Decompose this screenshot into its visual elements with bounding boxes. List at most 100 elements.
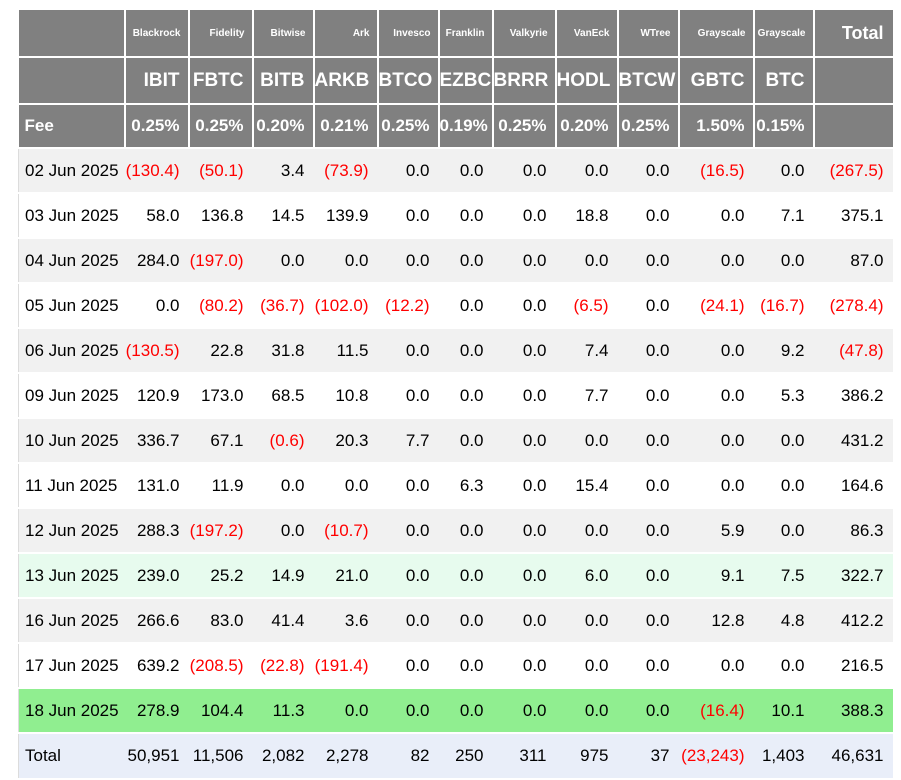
row-total-cell: 431.2 bbox=[813, 417, 893, 463]
date-cell: 03 Jun 2025 bbox=[18, 192, 125, 238]
value-cell-hodl: 0.0 bbox=[555, 237, 618, 283]
value-cell-btco: 0.0 bbox=[377, 462, 439, 508]
provider-header-row: Blackrock Fidelity Bitwise Ark Invesco Frankl… bbox=[18, 10, 893, 58]
value-cell-gbtc: 0.0 bbox=[678, 372, 754, 418]
row-total-cell: (267.5) bbox=[813, 147, 893, 193]
date-cell: 06 Jun 2025 bbox=[18, 327, 125, 373]
value-cell-bitb: (22.8) bbox=[252, 642, 314, 688]
value-cell-arkb: (191.4) bbox=[313, 642, 378, 688]
total-value-cell-fbtc: 11,506 bbox=[188, 732, 253, 778]
row-09-jun-2025: 09 Jun 2025 120.9 173.0 68.5 10.8 0.0 0.0 0.0 7.… bbox=[18, 372, 893, 418]
row-18-jun-2025: 18 Jun 2025 278.9 104.4 11.3 0.0 0.0 0.0 0.0 0.0… bbox=[18, 687, 893, 733]
date-cell: 12 Jun 2025 bbox=[18, 507, 125, 553]
value-cell-ibit: 0.0 bbox=[124, 282, 189, 328]
value-cell-arkb: (73.9) bbox=[313, 147, 378, 193]
value-cell-btc: 10.1 bbox=[753, 687, 814, 733]
date-cell: 18 Jun 2025 bbox=[18, 687, 125, 733]
value-cell-arkb: 3.6 bbox=[313, 597, 378, 643]
date-cell: 10 Jun 2025 bbox=[18, 417, 125, 463]
provider-cell-ibit: Blackrock bbox=[124, 10, 190, 58]
value-cell-brrr: 0.0 bbox=[492, 687, 556, 733]
value-cell-btcw: 0.0 bbox=[617, 282, 679, 328]
row-12-jun-2025: 12 Jun 2025 288.3 (197.2) 0.0 (10.7) 0.0 0.0 0.… bbox=[18, 507, 893, 553]
value-cell-hodl: 7.7 bbox=[555, 372, 618, 418]
row-total-cell: 388.3 bbox=[813, 687, 893, 733]
ticker-cell-hodl: HODL bbox=[555, 57, 619, 105]
value-cell-btcw: 0.0 bbox=[617, 327, 679, 373]
row-total-cell: 322.7 bbox=[813, 552, 893, 598]
ticker-cell-btc: BTC bbox=[753, 57, 815, 105]
row-16-jun-2025: 16 Jun 2025 266.6 83.0 41.4 3.6 0.0 0.0 0.0 0.0 0… bbox=[18, 597, 893, 643]
value-cell-gbtc: 12.8 bbox=[678, 597, 754, 643]
value-cell-btc: 0.0 bbox=[753, 642, 814, 688]
row-11-jun-2025: 11 Jun 2025 131.0 11.9 0.0 0.0 0.0 6.3 0.0 15.4 0… bbox=[18, 462, 893, 508]
value-cell-ibit: 120.9 bbox=[124, 372, 189, 418]
corner-cell bbox=[18, 57, 126, 105]
date-cell: 13 Jun 2025 bbox=[18, 552, 125, 598]
value-cell-arkb: 139.9 bbox=[313, 192, 378, 238]
value-cell-gbtc: 0.0 bbox=[678, 462, 754, 508]
value-cell-btco: 0.0 bbox=[377, 192, 439, 238]
value-cell-brrr: 0.0 bbox=[492, 597, 556, 643]
value-cell-hodl: (6.5) bbox=[555, 282, 618, 328]
value-cell-btc: 0.0 bbox=[753, 462, 814, 508]
value-cell-ibit: 284.0 bbox=[124, 237, 189, 283]
fee-cell-hodl: 0.20% bbox=[555, 104, 619, 149]
provider-cell-bitb: Bitwise bbox=[252, 10, 315, 58]
row-total-cell: 412.2 bbox=[813, 597, 893, 643]
value-cell-ezbc: 0.0 bbox=[438, 417, 493, 463]
date-cell: 02 Jun 2025 bbox=[18, 147, 125, 193]
value-cell-btco: 0.0 bbox=[377, 597, 439, 643]
value-cell-btco: 0.0 bbox=[377, 237, 439, 283]
row-03-jun-2025: 03 Jun 2025 58.0 136.8 14.5 139.9 0.0 0.0 0.0 18… bbox=[18, 192, 893, 238]
value-cell-gbtc: 0.0 bbox=[678, 417, 754, 463]
value-cell-btco: (12.2) bbox=[377, 282, 439, 328]
provider-cell-btcw: WTree bbox=[617, 10, 680, 58]
row-total-cell: 86.3 bbox=[813, 507, 893, 553]
value-cell-brrr: 0.0 bbox=[492, 507, 556, 553]
value-cell-fbtc: 25.2 bbox=[188, 552, 253, 598]
value-cell-btc: (16.7) bbox=[753, 282, 814, 328]
value-cell-brrr: 0.0 bbox=[492, 282, 556, 328]
date-cell: 09 Jun 2025 bbox=[18, 372, 125, 418]
value-cell-brrr: 0.0 bbox=[492, 417, 556, 463]
value-cell-hodl: 0.0 bbox=[555, 507, 618, 553]
value-cell-btc: 9.2 bbox=[753, 327, 814, 373]
provider-cell-arkb: Ark bbox=[313, 10, 379, 58]
row-total-cell: 216.5 bbox=[813, 642, 893, 688]
value-cell-hodl: 6.0 bbox=[555, 552, 618, 598]
total-value-cell-hodl: 975 bbox=[555, 732, 618, 778]
etf-flows-table: Blackrock Fidelity Bitwise Ark Invesco Frankl… bbox=[18, 10, 893, 778]
row-02-jun-2025: 02 Jun 2025 (130.4) (50.1) 3.4 (73.9) 0.0 0.0 0… bbox=[18, 147, 893, 193]
value-cell-fbtc: 22.8 bbox=[188, 327, 253, 373]
value-cell-btc: 5.3 bbox=[753, 372, 814, 418]
value-cell-fbtc: (50.1) bbox=[188, 147, 253, 193]
value-cell-brrr: 0.0 bbox=[492, 237, 556, 283]
value-cell-fbtc: 104.4 bbox=[188, 687, 253, 733]
value-cell-btco: 0.0 bbox=[377, 552, 439, 598]
value-cell-bitb: 31.8 bbox=[252, 327, 314, 373]
fee-cell-ezbc: 0.19% bbox=[438, 104, 494, 149]
value-cell-btc: 7.5 bbox=[753, 552, 814, 598]
value-cell-brrr: 0.0 bbox=[492, 552, 556, 598]
total-row: Total 50,951 11,506 2,082 2,278 82 250 311 975 37… bbox=[18, 732, 893, 778]
row-total-cell: 164.6 bbox=[813, 462, 893, 508]
fee-cell-btc: 0.15% bbox=[753, 104, 815, 149]
value-cell-ezbc: 6.3 bbox=[438, 462, 493, 508]
value-cell-ibit: 288.3 bbox=[124, 507, 189, 553]
total-row-label: Total bbox=[18, 732, 125, 778]
value-cell-hodl: 0.0 bbox=[555, 687, 618, 733]
total-value-cell-btcw: 37 bbox=[617, 732, 679, 778]
grand-total-cell: 46,631 bbox=[813, 732, 893, 778]
value-cell-gbtc: 0.0 bbox=[678, 327, 754, 373]
value-cell-ezbc: 0.0 bbox=[438, 372, 493, 418]
value-cell-gbtc: (16.5) bbox=[678, 147, 754, 193]
ticker-header-row: IBIT FBTC BITB ARKB BTCO EZBC BRRR HODL BTCW GBTC… bbox=[18, 57, 893, 105]
value-cell-gbtc: (16.4) bbox=[678, 687, 754, 733]
date-cell: 11 Jun 2025 bbox=[18, 462, 125, 508]
value-cell-bitb: 68.5 bbox=[252, 372, 314, 418]
row-05-jun-2025: 05 Jun 2025 0.0 (80.2) (36.7) (102.0) (12.2) 0… bbox=[18, 282, 893, 328]
value-cell-btcw: 0.0 bbox=[617, 192, 679, 238]
value-cell-hodl: 15.4 bbox=[555, 462, 618, 508]
value-cell-ibit: (130.4) bbox=[124, 147, 189, 193]
